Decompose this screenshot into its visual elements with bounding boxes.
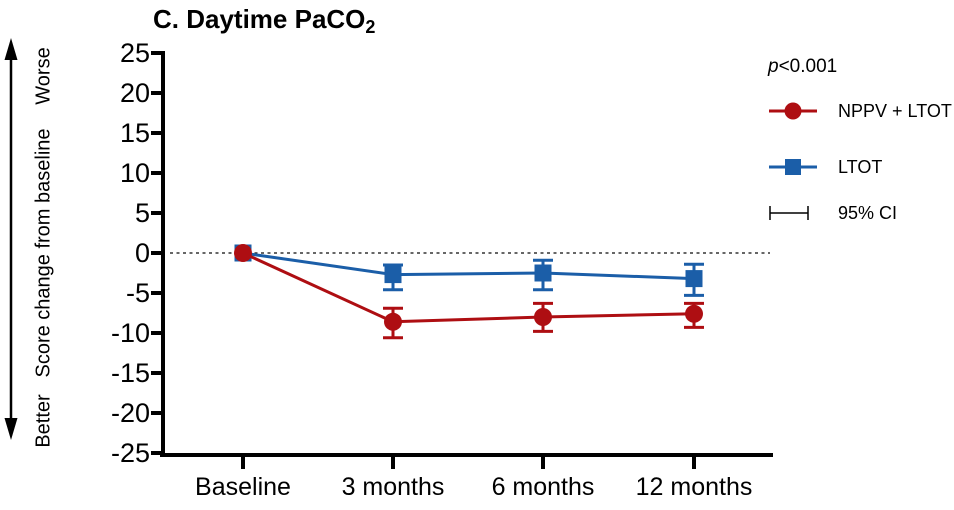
- y-axis-label: Score change from baseline: [32, 128, 55, 378]
- x-tick-label: 12 months: [635, 473, 753, 501]
- legend-label-ci: 95% CI: [838, 202, 898, 223]
- x-tick-label: Baseline: [195, 473, 291, 501]
- legend-label-ltot: LTOT: [838, 156, 883, 177]
- y-tick-label: 25: [119, 38, 150, 68]
- y-tick-label: 0: [134, 238, 150, 268]
- p-value-text: <0.001: [778, 56, 838, 77]
- series-line-nppv-ltot: [242, 251, 695, 324]
- x-tick-label: 3 months: [341, 473, 445, 501]
- y-tick-label: 10: [119, 158, 150, 188]
- y-direction-better-label: Better: [32, 394, 55, 448]
- chart-title-text: C. Daytime PaCO: [153, 4, 366, 34]
- data-point-circle: [234, 244, 252, 262]
- x-tick-label: 6 months: [491, 473, 595, 501]
- chart-title: C. Daytime PaCO2: [153, 4, 375, 38]
- y-tick-label: -20: [110, 398, 150, 428]
- legend-circle-marker: [784, 102, 802, 120]
- direction-arrow-head-down: [4, 418, 18, 440]
- legend-label-nppv-ltot: NPPV + LTOT: [838, 100, 952, 121]
- direction-arrow-head-up: [4, 38, 18, 60]
- y-tick-label: -5: [125, 278, 150, 308]
- chart-title-subscript: 2: [365, 17, 376, 37]
- y-tick-label: -15: [110, 358, 150, 388]
- y-tick-label: -25: [110, 438, 150, 468]
- y-tick-label: 15: [119, 118, 150, 148]
- legend-item-nppv-ltot: NPPV + LTOT: [768, 100, 952, 122]
- y-tick-label: -10: [110, 318, 150, 348]
- data-point-circle: [534, 308, 552, 326]
- data-point-square: [534, 264, 552, 282]
- legend-item-ci: 95% CI: [768, 202, 897, 224]
- p-value-symbol: p: [768, 56, 779, 77]
- p-value-annotation: p<0.001: [768, 56, 837, 78]
- legend-square-marker: [785, 159, 801, 175]
- y-tick-label: 20: [119, 78, 150, 108]
- ltot-marker-icon: [769, 159, 817, 175]
- error-bar-icon: [769, 206, 809, 220]
- data-point-square: [384, 266, 402, 284]
- data-point-square: [685, 270, 703, 288]
- nppv-ltot-marker-icon: [769, 102, 817, 120]
- data-point-circle: [685, 304, 703, 323]
- data-point-circle: [384, 312, 402, 331]
- series-line-ltot: [242, 251, 695, 281]
- legend-item-ltot: LTOT: [768, 156, 882, 178]
- y-direction-worse-label: Worse: [32, 47, 55, 105]
- y-tick-label: 5: [134, 198, 150, 228]
